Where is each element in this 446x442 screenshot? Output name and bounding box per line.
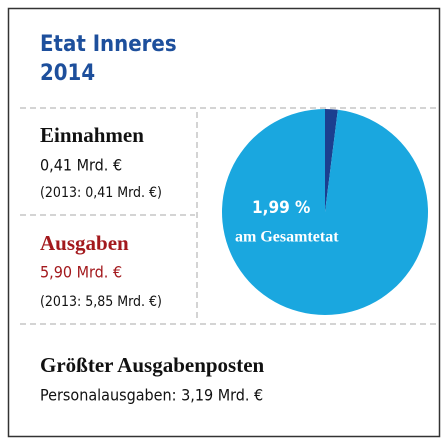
largest-heading: Größter Ausgabenposten (40, 353, 265, 377)
income-heading: Einnahmen (40, 123, 144, 147)
title: Etat Inneres (40, 32, 177, 57)
annotation: am Gesamtetat (235, 229, 339, 246)
expenses-heading: Ausgaben (40, 231, 129, 255)
pie-slice (222, 109, 429, 315)
expenses-previous: (2013: 5,85 Mrd. €) (40, 294, 162, 310)
year: 2014 (40, 61, 95, 86)
value-label: 1,99 % (252, 198, 310, 218)
expenses-amount: 5,90 Mrd. € (40, 263, 122, 282)
pie-slice (325, 109, 338, 212)
income-previous: (2013: 0,41 Mrd. €) (40, 185, 162, 201)
largest-text: Personalausgaben: 3,19 Mrd. € (40, 386, 263, 405)
income-amount: 0,41 Mrd. € (40, 156, 122, 175)
